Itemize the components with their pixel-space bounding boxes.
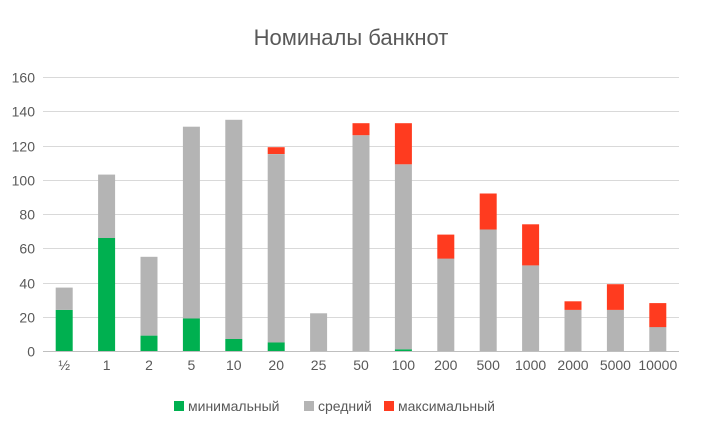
x-tick-label: 1 — [103, 357, 111, 373]
x-tick-label: 50 — [353, 357, 369, 373]
bar-segment — [267, 154, 285, 343]
bar-segment — [479, 229, 497, 351]
x-tick-label: 20 — [268, 357, 284, 373]
bar-segment — [182, 318, 200, 351]
bar-segment — [55, 287, 73, 310]
bars — [55, 119, 667, 351]
legend-label: минимальный — [188, 398, 280, 414]
bar-segment — [140, 256, 158, 336]
bar-segment — [267, 342, 285, 351]
bar-segment — [437, 258, 455, 351]
chart-title: Номиналы банкнот — [254, 25, 449, 50]
y-tick-label: 20 — [19, 310, 35, 326]
x-tick-label: ½ — [58, 357, 70, 373]
x-tick-label: 5000 — [600, 357, 631, 373]
bar-segment — [564, 309, 582, 351]
legend-swatch — [174, 401, 184, 411]
x-tick-label: 25 — [311, 357, 327, 373]
y-tick-label: 120 — [12, 139, 36, 155]
legend-entry: средний — [304, 398, 372, 414]
x-axis-ticks: ½ 1 2 5 10 20 25 50 100 200 500 1000 2000 5000 10000 — [58, 357, 677, 373]
bar-segment — [55, 309, 73, 351]
x-tick-label: 1000 — [515, 357, 546, 373]
bar-segment — [479, 193, 497, 230]
x-tick-label: 10 — [226, 357, 242, 373]
bar-segment — [225, 119, 243, 339]
bar-segment — [267, 147, 285, 154]
y-tick-label: 160 — [12, 70, 36, 86]
bar-segment — [98, 238, 116, 351]
bar-segment — [394, 164, 412, 350]
bar-segment — [352, 135, 370, 351]
y-tick-label: 80 — [19, 207, 35, 223]
bar-segment — [606, 284, 624, 310]
bar-segment — [522, 224, 540, 266]
bar-segment — [140, 335, 158, 351]
bar-segment — [352, 123, 370, 136]
y-tick-label: 100 — [12, 173, 36, 189]
y-tick-label: 0 — [27, 344, 35, 360]
legend-label: максимальный — [398, 398, 495, 414]
bar-segment — [182, 126, 200, 319]
x-tick-label: 200 — [434, 357, 458, 373]
x-tick-label: 2000 — [557, 357, 588, 373]
x-tick-label: 100 — [392, 357, 416, 373]
legend-swatch — [304, 401, 314, 411]
bar-segment — [225, 339, 243, 351]
bar-segment — [394, 123, 412, 165]
y-tick-label: 60 — [19, 241, 35, 257]
legend-swatch — [384, 401, 394, 411]
bar-segment — [394, 349, 412, 351]
legend-entry: минимальный — [174, 398, 280, 414]
x-tick-label: 2 — [145, 357, 153, 373]
legend-entry: максимальный — [384, 398, 495, 414]
legend-label: средний — [318, 398, 372, 414]
bar-segment — [437, 234, 455, 259]
bar-segment — [522, 265, 540, 351]
y-axis-ticks: 0 20 40 60 80 100 120 140 160 — [12, 70, 36, 360]
bar-segment — [606, 309, 624, 351]
bar-segment — [649, 327, 667, 351]
x-tick-label: 10000 — [638, 357, 677, 373]
bar-segment — [310, 313, 328, 351]
bar-segment — [98, 174, 116, 238]
y-tick-label: 40 — [19, 276, 35, 292]
legend: минимальный средний максимальный — [174, 398, 495, 414]
x-tick-label: 500 — [477, 357, 501, 373]
bar-segment — [649, 303, 667, 328]
x-tick-label: 5 — [188, 357, 196, 373]
bar-segment — [564, 301, 582, 310]
y-tick-label: 140 — [12, 104, 36, 120]
